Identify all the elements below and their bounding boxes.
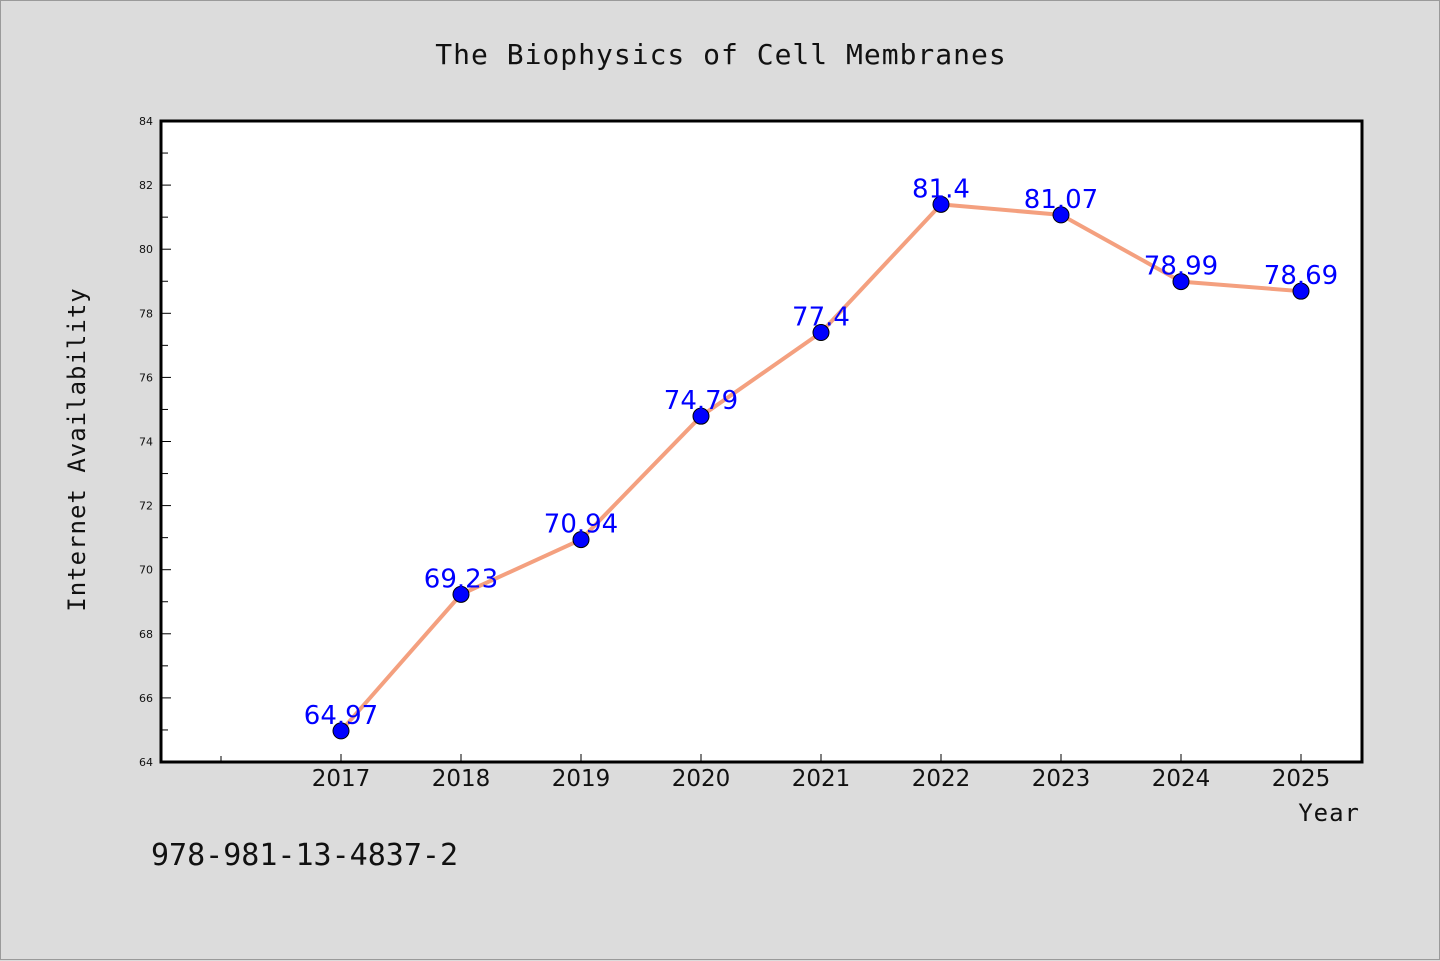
y-tick-label: 66: [139, 692, 153, 705]
chart-title: The Biophysics of Cell Membranes: [435, 38, 1006, 71]
y-tick-label: 74: [139, 436, 153, 449]
data-label: 70.94: [544, 510, 618, 540]
y-tick-label: 72: [139, 500, 153, 513]
x-tick-label: 2017: [312, 766, 371, 792]
data-point: [932, 195, 950, 213]
x-tick-label: 2022: [912, 766, 971, 792]
data-label: 77.4: [792, 303, 850, 333]
data-label: 69.23: [424, 564, 498, 594]
data-label: 78.69: [1264, 261, 1338, 291]
x-tick-label: 2021: [792, 766, 851, 792]
data-label: 81.4: [912, 174, 970, 204]
data-point: [572, 531, 590, 549]
data-label: 74.79: [664, 386, 738, 416]
x-tick-label: 2025: [1272, 766, 1331, 792]
data-point: [1292, 282, 1310, 300]
data-point: [812, 324, 830, 342]
x-tick-label: 2023: [1032, 766, 1091, 792]
y-tick-label: 80: [139, 243, 153, 256]
data-point: [452, 585, 470, 603]
data-label: 81.07: [1024, 185, 1098, 215]
y-tick-label: 78: [139, 307, 153, 320]
data-label: 64.97: [304, 701, 378, 731]
y-axis-label: Internet Availability: [63, 287, 91, 611]
data-point: [1172, 273, 1190, 291]
x-tick-label: 2024: [1152, 766, 1211, 792]
data-point: [692, 407, 710, 425]
x-tick-label: 2018: [432, 766, 491, 792]
x-axis: 2017 2018 2019 2020 2021 2022 2023 2024 2025: [220, 754, 1331, 792]
y-tick-label: 76: [139, 371, 153, 384]
x-axis-label: Year: [1298, 799, 1360, 827]
y-tick-label: 82: [139, 179, 153, 192]
x-tick-label: 2019: [552, 766, 611, 792]
data-labels: 64.97 69.23 70.94 74.79 77.4 81.4 81.07 78.99 78…: [304, 174, 1338, 731]
y-tick-label: 68: [139, 628, 153, 641]
isbn-text: 978-981-13-4837-2: [151, 838, 458, 873]
plot-area: [159, 119, 1364, 764]
y-tick-label: 64: [139, 756, 153, 769]
data-markers: [332, 195, 1310, 740]
data-point: [1052, 206, 1070, 224]
y-tick-label: 70: [139, 564, 153, 577]
data-point: [332, 722, 350, 740]
data-label: 78.99: [1144, 252, 1218, 282]
y-axis: 64 66 68 70 72 74 76 78 80 82 84: [139, 115, 171, 769]
y-tick-label: 84: [139, 115, 153, 128]
x-tick-label: 2020: [672, 766, 731, 792]
